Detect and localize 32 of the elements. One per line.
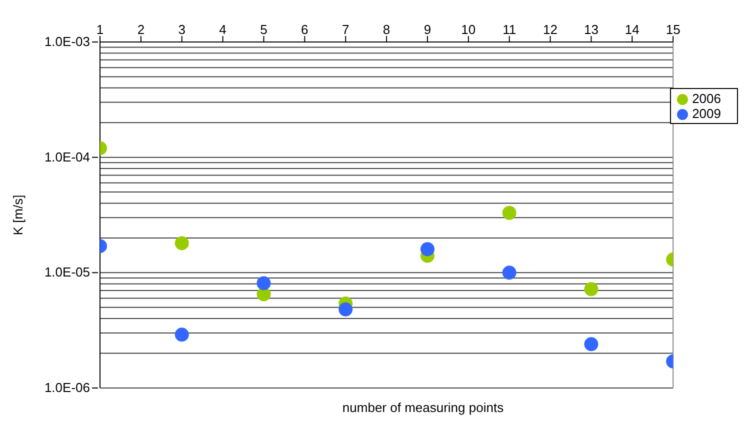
x-tick-label: 15 [666,22,680,37]
x-tick-label: 10 [461,22,476,37]
point [256,276,271,290]
point [502,266,516,280]
point [584,282,598,296]
x-tick-label: 1 [96,22,104,37]
point [174,236,189,250]
y-axis-title: K [m/s] [10,194,26,236]
x-tick-label: 5 [260,22,268,37]
x-tick-label: 2 [137,22,145,37]
x-tick-label: 11 [502,22,516,37]
y-tick-label: 1.0E-06 [44,380,90,395]
point [338,302,353,316]
y-tick-label: 1.0E-05 [44,264,90,280]
point [502,206,516,220]
x-tick-label: 4 [219,22,226,37]
y-tick-label: 1.0E-03 [44,34,90,49]
x-tick-label: 3 [178,22,186,37]
y-tick-label: 1.0E-04 [44,149,90,164]
point [420,242,434,256]
x-tick-label: 9 [424,22,432,37]
x-tick-label: 12 [543,22,558,37]
legend-label: 2006 [692,91,721,106]
x-tick-label: 7 [342,22,350,37]
x-tick-label: 8 [382,22,390,37]
point [584,337,598,352]
x-tick-label: 6 [301,22,308,37]
x-tick-label: 13 [584,22,598,37]
x-axis-title: number of measuring points [341,400,505,415]
legend-label: 2009 [692,106,721,121]
point [174,328,189,342]
x-tick-label: 14 [624,22,640,37]
